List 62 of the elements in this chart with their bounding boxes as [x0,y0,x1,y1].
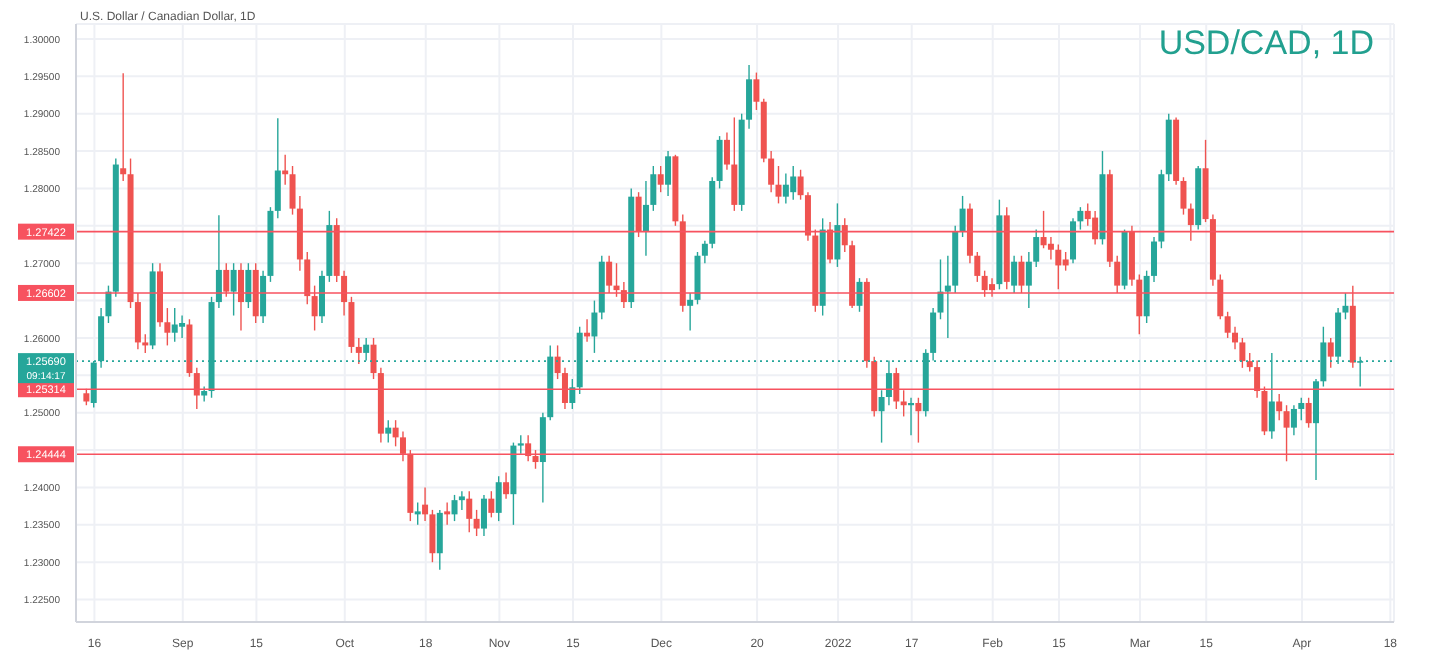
candlestick [1018,255,1025,294]
candlestick [782,172,789,205]
candlestick [642,180,649,257]
candlestick [1290,404,1297,436]
candlestick [223,262,230,298]
candlestick [120,72,127,182]
candlestick [790,165,797,201]
candlestick [591,299,598,354]
candlestick [193,367,200,410]
candlestick [1187,202,1194,242]
candlestick [1047,236,1054,261]
candlestick [1070,217,1077,264]
candlestick [657,165,664,193]
chart-title: USD/CAD, 1D [1158,24,1374,64]
candlestick [532,449,539,470]
candlestick [856,277,863,313]
candlestick [245,262,252,309]
candlestick [451,494,458,522]
candlestick [385,419,392,444]
candlestick [1276,393,1283,421]
candlestick [237,262,244,332]
candlestick [414,501,421,526]
candlestick [1283,404,1290,462]
candlestick [311,284,318,332]
candlestick [989,277,996,298]
candlestick [900,389,907,418]
candlestick [893,367,900,410]
candlestick [1327,337,1334,369]
candlestick [665,150,672,197]
candlestick [179,314,186,339]
candlestick [488,490,495,519]
candlestick [635,191,642,238]
candlestick [495,475,502,522]
candlestick [687,292,694,332]
candlestick [1062,251,1069,272]
candlestick [171,307,178,343]
candlestick [1055,243,1062,291]
candlestick [503,471,510,500]
candlestick [458,490,465,511]
candlestick [480,494,487,537]
candlestick [981,269,988,298]
candlestick [915,397,922,444]
candlestick [731,116,738,212]
candlestick [753,71,760,111]
candlestick [252,262,259,324]
candlestick [1305,397,1312,429]
candlestick [466,490,473,533]
candlestick [274,117,281,220]
candlestick [908,397,915,436]
candlestick [517,434,524,455]
candlestick [959,195,966,238]
candlestick [444,501,451,526]
candlestick [716,135,723,190]
candlestick [606,255,613,294]
candlestick [230,262,237,317]
candlestick [473,509,480,537]
candlestick [355,337,362,365]
candlestick [1011,255,1018,294]
candlestick [436,509,443,571]
candlestick [827,221,834,264]
candlestick [834,202,841,268]
candlestick [1092,210,1099,246]
